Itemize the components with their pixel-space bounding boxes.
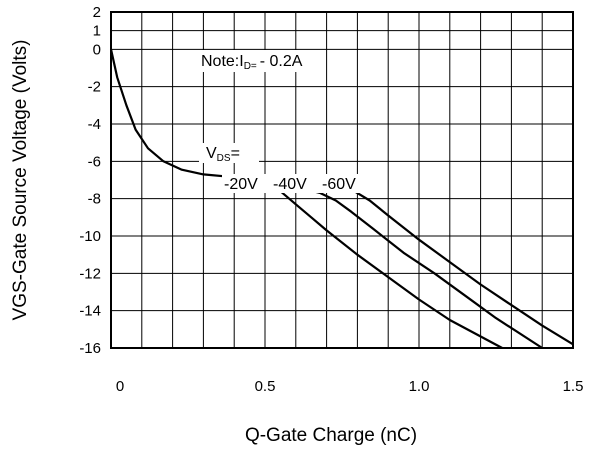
- note-annotation: Note:ID= - 0.2A: [201, 53, 303, 72]
- series-line-common: [109, 49, 259, 181]
- y-tick-label: -12: [79, 265, 101, 282]
- y-tick-label: -2: [88, 79, 101, 96]
- series-labels-background: [222, 174, 370, 193]
- vds-label-background: [199, 143, 259, 163]
- y-tick-label: 0: [93, 41, 101, 58]
- plot-frame: [110, 11, 574, 349]
- series-label-20v: -20V: [224, 176, 258, 193]
- note-prefix: Note:I: [201, 53, 244, 70]
- x-tick-labels: 0 0.5 1.0 1.5: [116, 378, 584, 395]
- y-axis-title: VGS-Gate Source Voltage (Volts): [10, 40, 31, 321]
- vds-label: VDS=: [206, 145, 240, 164]
- series-label-60v: -60V: [322, 176, 356, 193]
- note-subscript: D=: [244, 61, 257, 72]
- y-tick-label: -6: [88, 153, 101, 170]
- x-tick-label: 1.0: [409, 378, 430, 395]
- y-tick-label: -16: [79, 340, 101, 357]
- series-label-40v: -40V: [273, 176, 307, 193]
- vds-main: V: [206, 145, 217, 162]
- x-tick-label: 0.5: [255, 378, 276, 395]
- y-tick-labels: 2 10 -2 -4 -6 -8 -10 -12 -14 -16: [79, 4, 101, 357]
- note-background: [198, 50, 323, 72]
- note-suffix: - 0.2A: [260, 53, 303, 70]
- x-tick-label: 1.5: [563, 378, 584, 395]
- vds-subscript: DS: [217, 153, 231, 164]
- y-tick-label: -10: [79, 228, 101, 245]
- y-tick-label: 1: [93, 23, 101, 40]
- y-tick-label: -8: [88, 191, 101, 208]
- y-tick-label: -4: [88, 116, 101, 133]
- vds-suffix: =: [231, 145, 240, 162]
- series-line: [258, 178, 543, 349]
- y-tick-label: 2: [93, 4, 101, 21]
- y-tick-label: -14: [79, 303, 101, 320]
- x-tick-label: 0: [116, 378, 124, 395]
- series-labels: -20V -40V -60V: [224, 176, 356, 193]
- series-line: [258, 178, 503, 349]
- x-axis-title: Q-Gate Charge (nC): [245, 425, 417, 446]
